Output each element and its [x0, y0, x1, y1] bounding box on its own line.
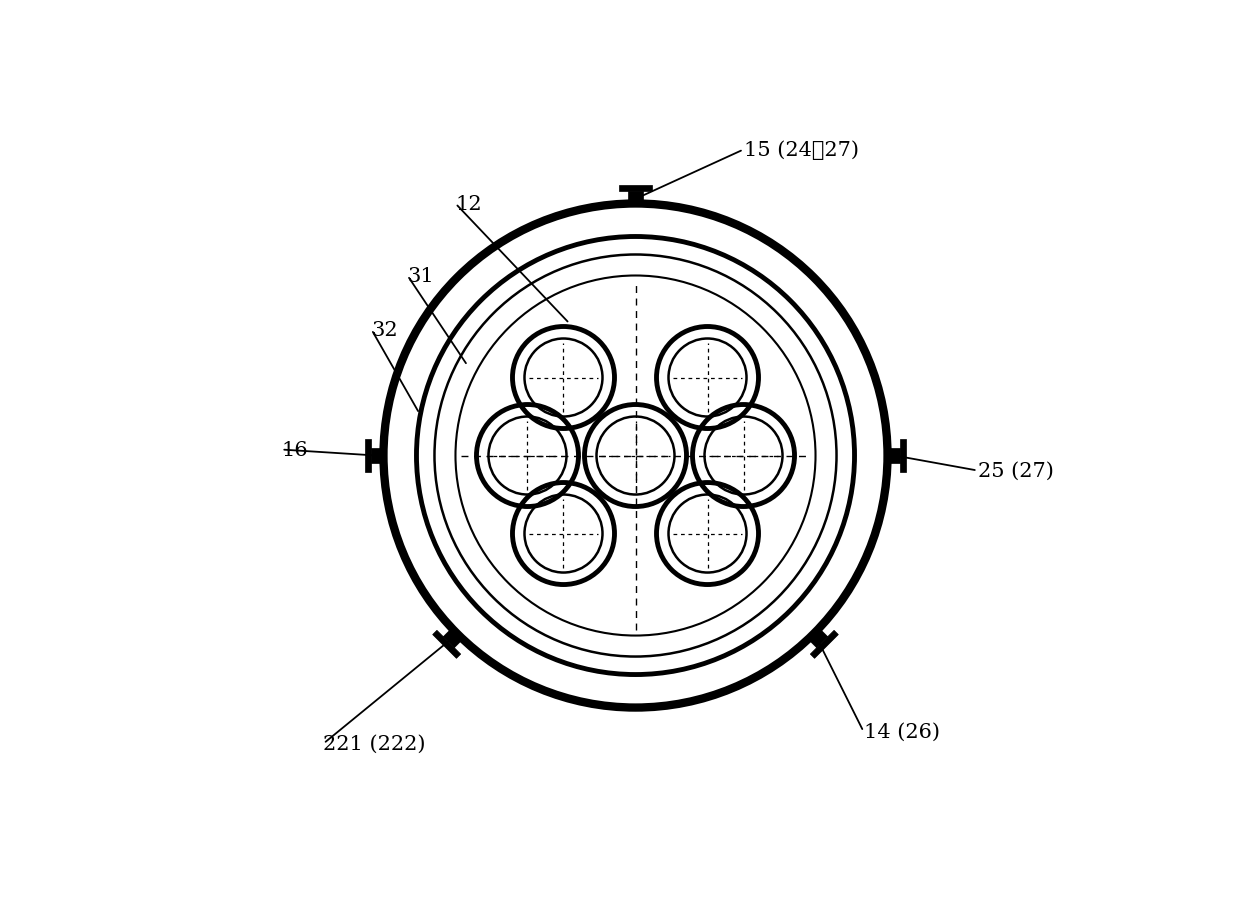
Polygon shape — [372, 448, 383, 464]
Text: 12: 12 — [455, 195, 482, 214]
Polygon shape — [808, 628, 828, 648]
Polygon shape — [433, 630, 461, 658]
Polygon shape — [619, 186, 652, 192]
Polygon shape — [810, 630, 838, 658]
Polygon shape — [366, 439, 372, 473]
Text: 14 (26): 14 (26) — [863, 722, 940, 741]
Text: 32: 32 — [372, 321, 398, 340]
Polygon shape — [899, 439, 905, 473]
Text: 25 (27): 25 (27) — [977, 461, 1054, 480]
Text: 15 (24、27): 15 (24、27) — [744, 141, 858, 160]
Polygon shape — [443, 628, 463, 648]
Text: 31: 31 — [408, 266, 434, 285]
Text: 221 (222): 221 (222) — [324, 734, 427, 753]
Polygon shape — [627, 192, 644, 204]
Text: 16: 16 — [281, 441, 308, 460]
Polygon shape — [888, 448, 899, 464]
